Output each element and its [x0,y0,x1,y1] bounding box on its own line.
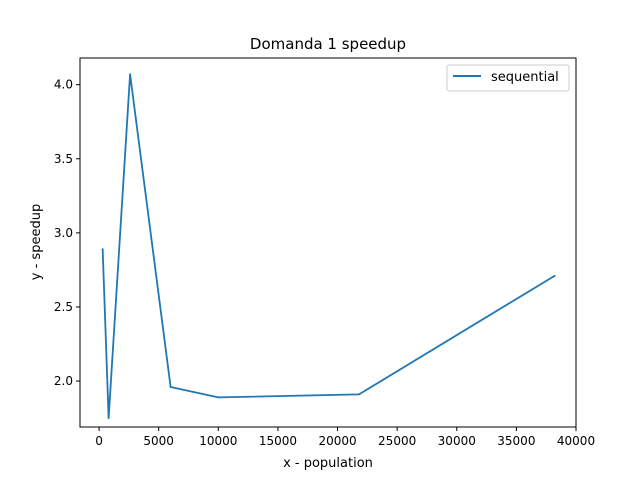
plot-frame [79,57,577,428]
x-tick-label: 25000 [378,434,416,448]
series-layer [101,73,556,420]
x-tick-label: 20000 [318,434,356,448]
x-tick-label: 0 [95,434,103,448]
x-tick-label: 35000 [497,434,535,448]
data-point [358,393,360,396]
data-point [169,386,172,388]
data-point [129,73,131,76]
data-point [101,248,104,251]
y-axis-label: y - speedup [29,204,44,280]
y-tick-label: 3.5 [54,152,73,166]
y-axis: 2.0 2.5 3.0 3.5 4.0 [54,78,80,388]
x-tick-label: 30000 [438,434,476,448]
data-point [217,396,220,399]
legend-box [446,64,570,92]
x-tick-label: 40000 [557,434,595,448]
legend: sequential [446,64,570,92]
data-point [107,417,110,420]
y-tick-label: 3.0 [54,226,73,240]
data-point [553,274,556,277]
y-tick-label: 2.0 [54,374,73,388]
x-axis-label: x - population [283,456,373,471]
x-tick-label: 5000 [143,434,174,448]
x-tick-label: 10000 [199,434,237,448]
y-tick-label: 4.0 [54,78,73,92]
y-tick-label: 2.5 [54,300,73,314]
x-tick-label: 15000 [259,434,297,448]
chart-title: Domanda 1 speedup [250,35,406,53]
legend-label-sequential: sequential [491,70,559,85]
x-axis: 0 5000 10000 15000 20000 25000 30000 35000 40000 [95,427,595,448]
